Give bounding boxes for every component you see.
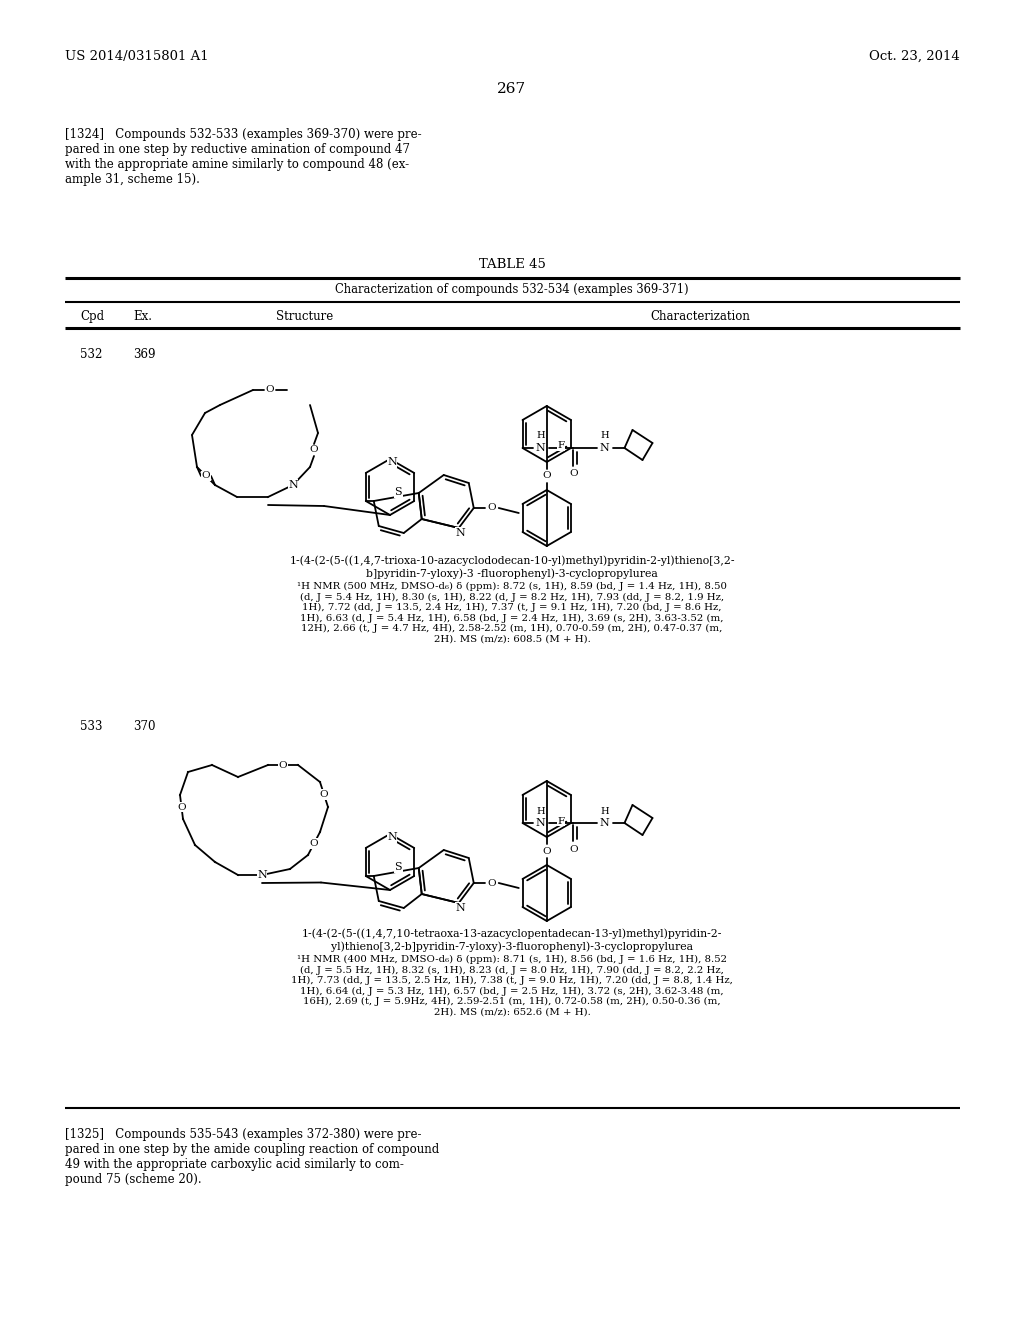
Text: N: N	[536, 818, 546, 828]
Text: Cpd: Cpd	[80, 310, 104, 323]
Text: F: F	[557, 441, 564, 450]
Text: yl)thieno[3,2-b]pyridin-7-yloxy)-3-fluorophenyl)-3-cyclopropylurea: yl)thieno[3,2-b]pyridin-7-yloxy)-3-fluor…	[331, 941, 693, 952]
Text: N: N	[387, 832, 397, 842]
Text: O: O	[543, 471, 551, 480]
Text: N: N	[456, 903, 466, 913]
Text: 1-(4-(2-(5-((1,4,7-trioxa-10-azacyclododecan-10-yl)methyl)pyridin-2-yl)thieno[3,: 1-(4-(2-(5-((1,4,7-trioxa-10-azacyclodod…	[289, 554, 735, 565]
Text: O: O	[177, 803, 185, 812]
Text: N: N	[536, 444, 546, 453]
Text: O: O	[543, 846, 551, 855]
Text: Ex.: Ex.	[133, 310, 152, 323]
Text: O: O	[487, 503, 496, 512]
Text: [1324]   Compounds 532-533 (examples 369-370) were pre-
pared in one step by red: [1324] Compounds 532-533 (examples 369-3…	[65, 128, 422, 186]
Text: H: H	[537, 807, 545, 816]
Text: 369: 369	[133, 348, 156, 360]
Text: 370: 370	[133, 719, 156, 733]
Text: O: O	[569, 845, 578, 854]
Text: F: F	[557, 817, 564, 825]
Text: b]pyridin-7-yloxy)-3 -fluorophenyl)-3-cyclopropylurea: b]pyridin-7-yloxy)-3 -fluorophenyl)-3-cy…	[367, 568, 657, 578]
Text: TABLE 45: TABLE 45	[478, 257, 546, 271]
Text: Oct. 23, 2014: Oct. 23, 2014	[869, 50, 961, 63]
Text: H: H	[537, 432, 545, 441]
Text: O: O	[202, 471, 210, 480]
Text: Characterization: Characterization	[650, 310, 750, 323]
Text: O: O	[279, 760, 288, 770]
Text: Structure: Structure	[276, 310, 334, 323]
Text: H: H	[600, 432, 609, 441]
Text: O: O	[487, 879, 496, 887]
Text: O: O	[319, 789, 329, 799]
Text: N: N	[456, 528, 466, 539]
Text: O: O	[265, 385, 274, 395]
Text: S: S	[394, 487, 402, 498]
Text: ¹H NMR (400 MHz, DMSO-d₆) δ (ppm): 8.71 (s, 1H), 8.56 (bd, J = 1.6 Hz, 1H), 8.52: ¹H NMR (400 MHz, DMSO-d₆) δ (ppm): 8.71 …	[291, 954, 733, 1016]
Text: N: N	[288, 480, 298, 490]
Text: N: N	[257, 870, 267, 880]
Text: N: N	[600, 444, 609, 453]
Text: 533: 533	[80, 719, 102, 733]
Text: H: H	[600, 807, 609, 816]
Text: S: S	[394, 862, 402, 873]
Text: O: O	[309, 446, 318, 454]
Text: O: O	[309, 840, 318, 847]
Text: US 2014/0315801 A1: US 2014/0315801 A1	[65, 50, 209, 63]
Text: O: O	[569, 470, 578, 479]
Text: ¹H NMR (500 MHz, DMSO-d₆) δ (ppm): 8.72 (s, 1H), 8.59 (bd, J = 1.4 Hz, 1H), 8.50: ¹H NMR (500 MHz, DMSO-d₆) δ (ppm): 8.72 …	[297, 582, 727, 644]
Text: 1-(4-(2-(5-((1,4,7,10-tetraoxa-13-azacyclopentadecan-13-yl)methyl)pyridin-2-: 1-(4-(2-(5-((1,4,7,10-tetraoxa-13-azacyc…	[302, 928, 722, 939]
Text: 532: 532	[80, 348, 102, 360]
Text: Characterization of compounds 532-534 (examples 369-371): Characterization of compounds 532-534 (e…	[335, 282, 689, 296]
Text: [1325]   Compounds 535-543 (examples 372-380) were pre-
pared in one step by the: [1325] Compounds 535-543 (examples 372-3…	[65, 1129, 439, 1185]
Text: N: N	[387, 457, 397, 467]
Text: 267: 267	[498, 82, 526, 96]
Text: N: N	[600, 818, 609, 828]
